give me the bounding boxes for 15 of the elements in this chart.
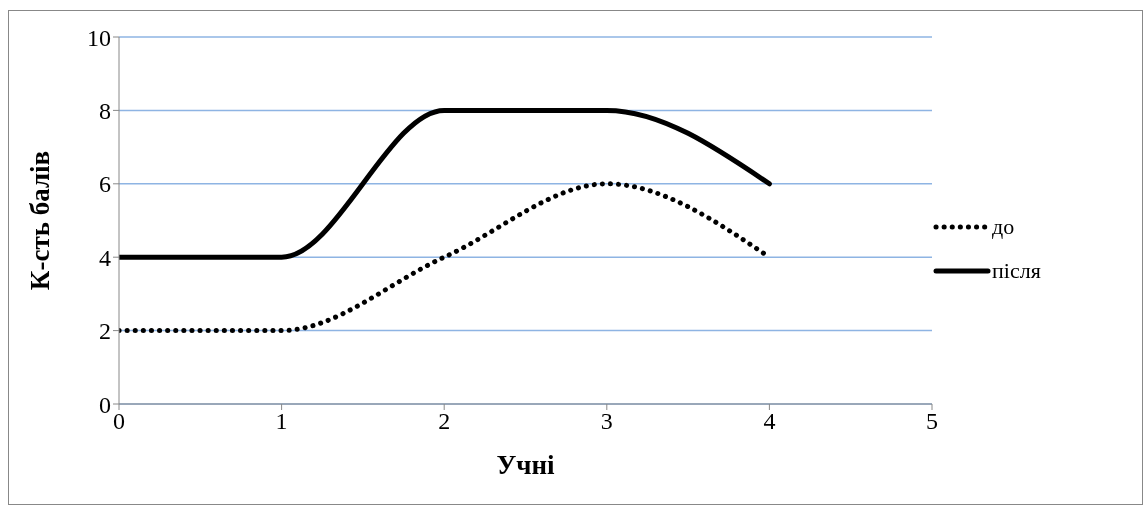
y-tick-label: 10 [87, 24, 111, 51]
x-tick-label: 5 [926, 408, 938, 435]
x-tick-label: 4 [763, 408, 776, 435]
y-tick-label: 0 [99, 391, 111, 418]
x-tick-label: 1 [275, 408, 288, 435]
y-tick-label: 4 [99, 244, 111, 271]
y-axis-title: К-сть балів [24, 150, 55, 291]
x-axis-title: Учні [496, 450, 556, 480]
y-tick-label: 2 [99, 318, 111, 345]
y-tick-label: 8 [99, 97, 111, 124]
x-tick-label: 3 [600, 408, 613, 435]
y-tick-label: 6 [99, 171, 111, 198]
legend-label: до [992, 213, 1015, 240]
legend-label: після [992, 257, 1041, 284]
x-tick-label: 2 [438, 408, 451, 435]
